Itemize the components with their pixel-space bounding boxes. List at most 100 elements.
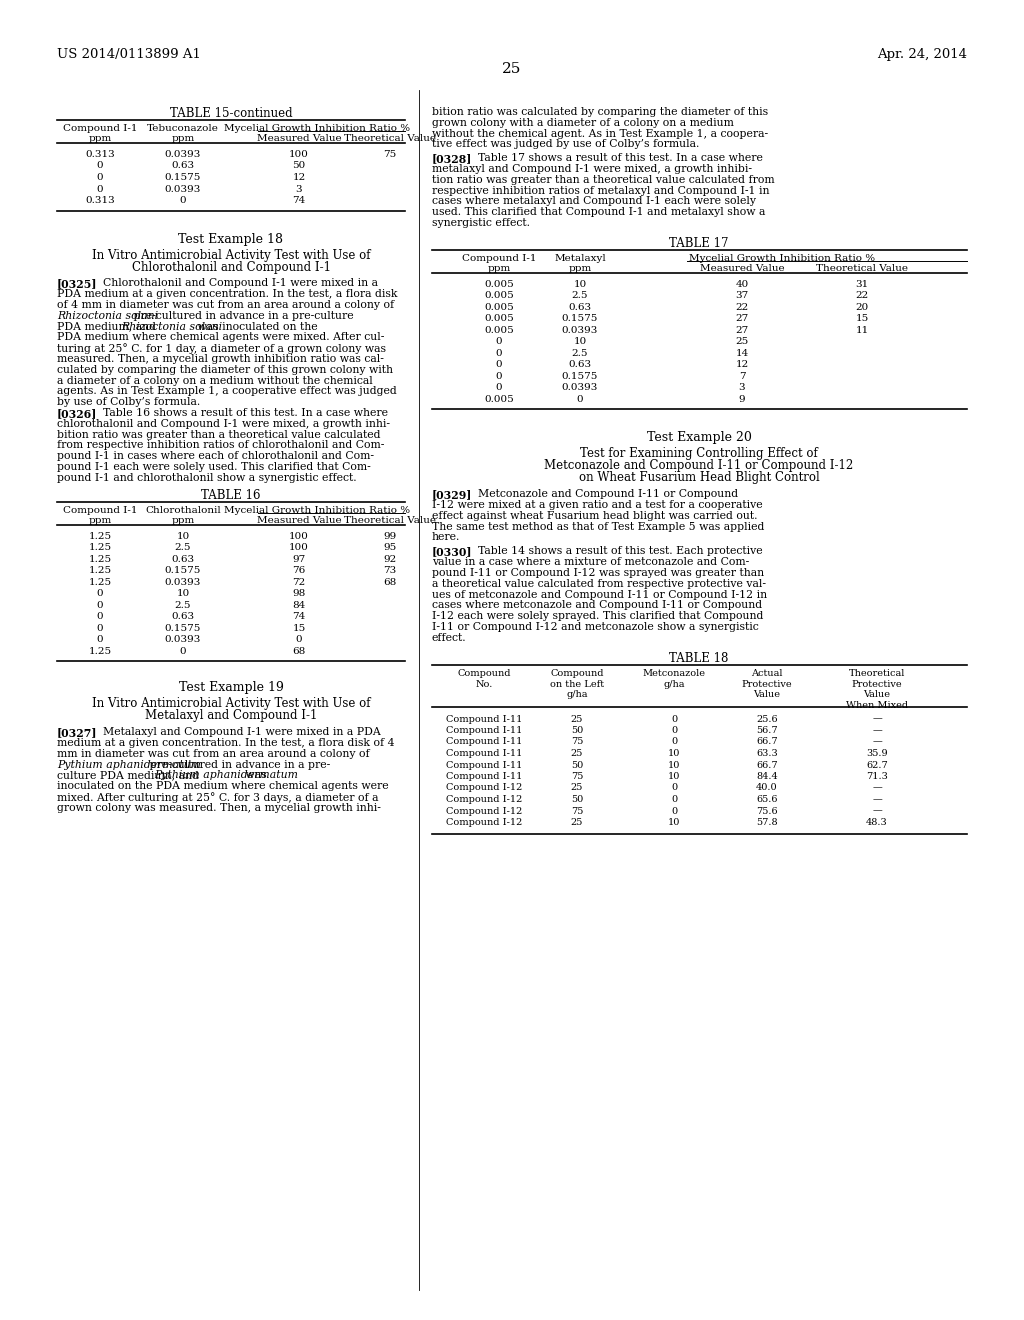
Text: 0: 0	[496, 360, 503, 370]
Text: 11: 11	[855, 326, 868, 335]
Text: 15: 15	[855, 314, 868, 323]
Text: 48.3: 48.3	[866, 818, 888, 828]
Text: culated by comparing the diameter of this grown colony with: culated by comparing the diameter of thi…	[57, 364, 393, 375]
Text: 0: 0	[96, 612, 103, 622]
Text: —: —	[872, 726, 882, 735]
Text: I-12 were mixed at a given ratio and a test for a cooperative: I-12 were mixed at a given ratio and a t…	[432, 500, 763, 510]
Text: 40: 40	[735, 280, 749, 289]
Text: 1.25: 1.25	[88, 532, 112, 541]
Text: 75: 75	[570, 772, 584, 781]
Text: Test Example 19: Test Example 19	[178, 681, 284, 694]
Text: 0.005: 0.005	[484, 395, 514, 404]
Text: without the chemical agent. As in Test Example 1, a coopera-: without the chemical agent. As in Test E…	[432, 128, 768, 139]
Text: 97: 97	[293, 554, 305, 564]
Text: 0.1575: 0.1575	[165, 624, 201, 632]
Text: 0: 0	[496, 348, 503, 358]
Text: 0: 0	[96, 635, 103, 644]
Text: 14: 14	[735, 348, 749, 358]
Text: TABLE 15-continued: TABLE 15-continued	[170, 107, 292, 120]
Text: 0.005: 0.005	[484, 326, 514, 335]
Text: PDA medium, and: PDA medium, and	[57, 322, 160, 331]
Text: 0: 0	[671, 784, 677, 792]
Text: 10: 10	[668, 772, 680, 781]
Text: Pythium aphanidermatum: Pythium aphanidermatum	[57, 759, 201, 770]
Text: TABLE 17: TABLE 17	[670, 236, 729, 249]
Text: 0.005: 0.005	[484, 302, 514, 312]
Text: 100: 100	[289, 544, 309, 552]
Text: The same test method as that of Test Example 5 was applied: The same test method as that of Test Exa…	[432, 521, 764, 532]
Text: Actual
Protective
Value: Actual Protective Value	[741, 669, 793, 700]
Text: 20: 20	[855, 302, 868, 312]
Text: Table 17 shows a result of this test. In a case where: Table 17 shows a result of this test. In…	[464, 153, 763, 164]
Text: ppm: ppm	[568, 264, 592, 273]
Text: 0.63: 0.63	[568, 302, 592, 312]
Text: of 4 mm in diameter was cut from an area around a colony of: of 4 mm in diameter was cut from an area…	[57, 300, 394, 310]
Text: 27: 27	[735, 326, 749, 335]
Text: 31: 31	[855, 280, 868, 289]
Text: 76: 76	[293, 566, 305, 576]
Text: 0: 0	[671, 807, 677, 816]
Text: 50: 50	[570, 795, 583, 804]
Text: [0328]: [0328]	[432, 153, 472, 164]
Text: Compound I-11: Compound I-11	[445, 714, 522, 723]
Text: 0: 0	[671, 795, 677, 804]
Text: pound I-1 and chlorothalonil show a synergistic effect.: pound I-1 and chlorothalonil show a syne…	[57, 473, 356, 483]
Text: 66.7: 66.7	[756, 760, 778, 770]
Text: cases where metconazole and Compound I-11 or Compound: cases where metconazole and Compound I-1…	[432, 601, 762, 610]
Text: on Wheat Fusarium Head Blight Control: on Wheat Fusarium Head Blight Control	[579, 471, 819, 484]
Text: bition ratio was greater than a theoretical value calculated: bition ratio was greater than a theoreti…	[57, 430, 381, 440]
Text: 10: 10	[668, 760, 680, 770]
Text: agents. As in Test Example 1, a cooperative effect was judged: agents. As in Test Example 1, a cooperat…	[57, 387, 396, 396]
Text: 2.5: 2.5	[175, 601, 191, 610]
Text: 62.7: 62.7	[866, 760, 888, 770]
Text: 25: 25	[503, 62, 521, 77]
Text: [0330]: [0330]	[432, 546, 472, 557]
Text: Theoretical Value: Theoretical Value	[344, 135, 436, 143]
Text: measured. Then, a mycelial growth inhibition ratio was cal-: measured. Then, a mycelial growth inhibi…	[57, 354, 384, 364]
Text: 0.0393: 0.0393	[165, 635, 201, 644]
Text: respective inhibition ratios of metalaxyl and Compound I-1 in: respective inhibition ratios of metalaxy…	[432, 186, 769, 195]
Text: Compound I-12: Compound I-12	[445, 807, 522, 816]
Text: a theoretical value calculated from respective protective val-: a theoretical value calculated from resp…	[432, 578, 766, 589]
Text: 1.25: 1.25	[88, 544, 112, 552]
Text: ppm: ppm	[487, 264, 511, 273]
Text: tion ratio was greater than a theoretical value calculated from: tion ratio was greater than a theoretica…	[432, 174, 774, 185]
Text: 10: 10	[176, 532, 189, 541]
Text: Chlorothalonil: Chlorothalonil	[145, 506, 221, 515]
Text: Pythium aphanidermatum: Pythium aphanidermatum	[154, 771, 298, 780]
Text: 9: 9	[738, 395, 745, 404]
Text: ppm: ppm	[171, 135, 195, 143]
Text: 1.25: 1.25	[88, 578, 112, 586]
Text: 12: 12	[735, 360, 749, 370]
Text: Compound I-12: Compound I-12	[445, 795, 522, 804]
Text: 0.1575: 0.1575	[165, 566, 201, 576]
Text: 25.6: 25.6	[756, 714, 778, 723]
Text: PDA medium where chemical agents were mixed. After cul-: PDA medium where chemical agents were mi…	[57, 333, 384, 342]
Text: Measured Value: Measured Value	[257, 516, 341, 525]
Text: 63.3: 63.3	[756, 748, 778, 758]
Text: mm in diameter was cut from an area around a colony of: mm in diameter was cut from an area arou…	[57, 748, 370, 759]
Text: turing at 25° C. for 1 day, a diameter of a grown colony was: turing at 25° C. for 1 day, a diameter o…	[57, 343, 386, 354]
Text: 92: 92	[383, 554, 396, 564]
Text: 22: 22	[735, 302, 749, 312]
Text: ppm: ppm	[171, 516, 195, 525]
Text: Compound I-1: Compound I-1	[462, 253, 537, 263]
Text: mixed. After culturing at 25° C. for 3 days, a diameter of a: mixed. After culturing at 25° C. for 3 d…	[57, 792, 379, 803]
Text: pound I-1 in cases where each of chlorothalonil and Com-: pound I-1 in cases where each of chlorot…	[57, 451, 374, 461]
Text: 50: 50	[570, 726, 583, 735]
Text: [0327]: [0327]	[57, 727, 97, 738]
Text: 0: 0	[496, 372, 503, 380]
Text: 71.3: 71.3	[866, 772, 888, 781]
Text: 12: 12	[293, 173, 305, 182]
Text: medium at a given concentration. In the test, a flora disk of 4: medium at a given concentration. In the …	[57, 738, 394, 748]
Text: Compound I-11: Compound I-11	[445, 738, 522, 747]
Text: 0.313: 0.313	[85, 195, 115, 205]
Text: ppm: ppm	[88, 135, 112, 143]
Text: Rhizoctonia solani: Rhizoctonia solani	[57, 312, 158, 321]
Text: 50: 50	[570, 760, 583, 770]
Text: pre-cultured in advance in a pre-culture: pre-cultured in advance in a pre-culture	[130, 312, 353, 321]
Text: 0.005: 0.005	[484, 314, 514, 323]
Text: Compound I-1: Compound I-1	[62, 124, 137, 133]
Text: Mycelial Growth Inhibition Ratio %: Mycelial Growth Inhibition Ratio %	[224, 506, 410, 515]
Text: I-12 each were solely sprayed. This clarified that Compound: I-12 each were solely sprayed. This clar…	[432, 611, 763, 622]
